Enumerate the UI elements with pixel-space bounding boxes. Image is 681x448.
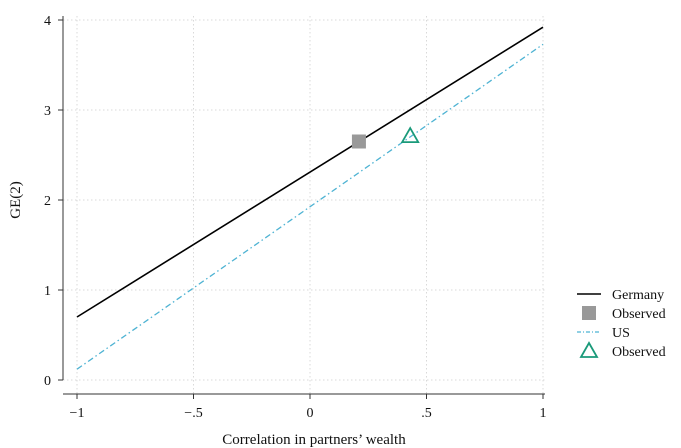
series-layer — [76, 26, 544, 370]
observed-point-square — [351, 134, 366, 149]
y-tick-label: 3 — [44, 104, 51, 119]
x-tick-label: −1 — [70, 406, 85, 421]
x-tick-label: 0 — [307, 406, 314, 421]
y-tick-label: 4 — [44, 14, 51, 29]
legend-key-triangle — [579, 341, 599, 358]
y-tick-label: 0 — [44, 374, 51, 389]
x-ticks: −1 −.5 0 .5 1 — [70, 394, 547, 421]
legend-label: US — [612, 326, 630, 341]
y-axis-label: GE(2) — [8, 181, 24, 219]
series-line-germany — [76, 26, 544, 318]
grid — [63, 16, 545, 394]
legend: Germany Observed US Observed — [577, 288, 666, 360]
x-axis-label: Correlation in partners’ wealth — [222, 432, 406, 448]
x-tick-label: .5 — [421, 406, 432, 421]
y-tick-label: 2 — [44, 194, 51, 209]
legend-key-square — [582, 306, 596, 320]
legend-label: Observed — [612, 307, 666, 322]
observed-point-triangle — [400, 126, 420, 144]
series-line-us — [76, 43, 544, 370]
legend-label: Observed — [612, 345, 666, 360]
x-tick-label: 1 — [540, 406, 547, 421]
x-tick-label: −.5 — [184, 406, 202, 421]
y-tick-label: 1 — [44, 284, 51, 299]
y-ticks: 0 1 2 3 4 — [44, 14, 63, 389]
legend-label: Germany — [612, 288, 664, 303]
